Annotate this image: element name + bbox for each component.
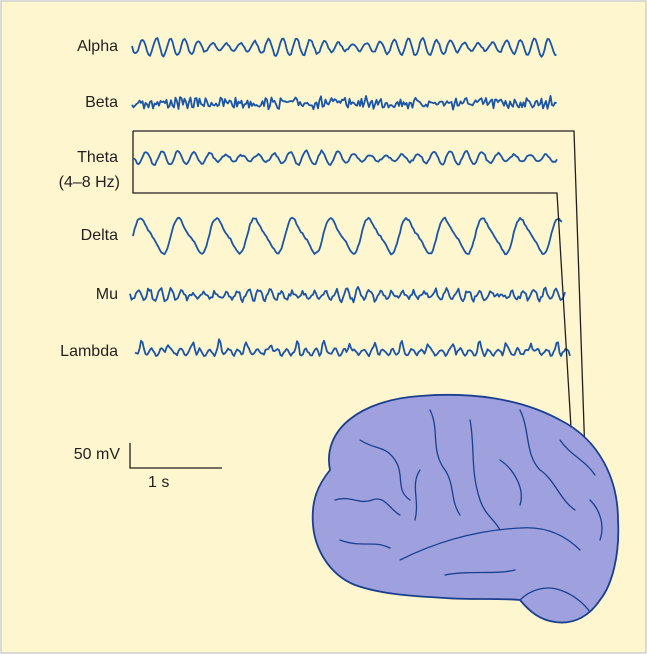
scale-bar	[129, 443, 222, 469]
wave-group	[129, 37, 571, 358]
wave-label: Lambda	[60, 343, 118, 360]
eeg-wave	[131, 37, 557, 58]
wave-label: Alpha	[77, 38, 118, 55]
brain	[311, 393, 620, 624]
eeg-wave	[134, 338, 571, 358]
wave-label: Delta	[81, 227, 118, 244]
wave-label: Beta	[85, 94, 118, 111]
scale-voltage: 50 mV	[74, 446, 121, 463]
eeg-wave	[132, 216, 563, 256]
wave-label: Mu	[96, 286, 118, 303]
wave-sublabel: (4–8 Hz)	[59, 174, 120, 191]
eeg-wave	[129, 285, 566, 304]
wave-label: Theta	[77, 149, 118, 166]
eeg-wave	[133, 149, 558, 167]
eeg-wave	[131, 95, 557, 111]
leader-line	[133, 130, 589, 546]
scale-time: 1 s	[148, 474, 169, 491]
leader-line	[132, 131, 579, 546]
